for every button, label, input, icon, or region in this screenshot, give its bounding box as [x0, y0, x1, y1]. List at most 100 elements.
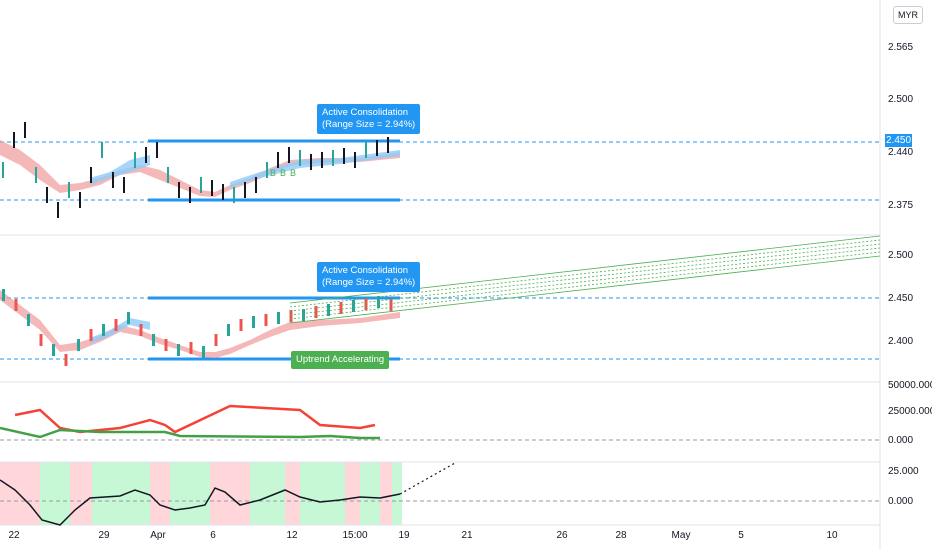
candle — [79, 192, 81, 208]
candle — [310, 154, 312, 170]
volume-label: 50000.000 — [888, 380, 932, 391]
currency-button[interactable]: MYR — [893, 6, 923, 24]
candle — [354, 152, 356, 168]
candle — [189, 187, 191, 203]
volume-label: 0.000 — [888, 435, 914, 446]
time-label: 26 — [556, 530, 568, 541]
buy-signal-label: B — [280, 168, 286, 178]
candle — [244, 182, 246, 198]
time-label: 15:00 — [342, 530, 368, 541]
candle — [90, 167, 92, 183]
oscillator-zone — [210, 462, 250, 525]
price-label: 2.500 — [888, 94, 914, 105]
trend-line — [289, 243, 881, 312]
buy-signal-label: B — [270, 168, 276, 178]
candle — [13, 132, 15, 148]
time-label: 12 — [286, 530, 298, 541]
oscillator-zone — [92, 462, 150, 525]
oscillator-zone — [380, 462, 392, 525]
candle — [2, 289, 5, 301]
candle — [114, 319, 118, 331]
price-label: 2.450 — [888, 293, 914, 304]
trend-line — [289, 247, 881, 316]
candle — [255, 177, 257, 193]
candle — [52, 344, 55, 356]
candle — [46, 187, 48, 203]
candle — [299, 150, 301, 166]
oscillator-zone — [360, 462, 380, 525]
time-label: 22 — [8, 530, 20, 541]
candle — [239, 319, 243, 331]
consolidation-callout-mid: Active Consolidation (Range Size = 2.94%… — [317, 262, 421, 292]
candle — [127, 312, 130, 324]
candle — [89, 329, 93, 341]
candle — [14, 299, 18, 311]
candle — [64, 354, 68, 366]
callout-line-2: (Range Size = 2.94%) — [322, 119, 416, 130]
time-label: 19 — [398, 530, 410, 541]
ribbon-band — [0, 290, 400, 358]
candle — [35, 167, 37, 183]
candle — [302, 309, 305, 321]
candle — [352, 300, 355, 312]
candle — [327, 304, 330, 316]
candle — [314, 306, 318, 318]
candle — [178, 182, 180, 198]
candle — [24, 122, 26, 138]
ribbon-band — [90, 318, 150, 344]
candle — [332, 150, 334, 166]
consolidation-callout-top: Active Consolidation (Range Size = 2.94%… — [317, 104, 421, 134]
oscillator-zone — [300, 462, 345, 525]
price-label: 2.400 — [888, 336, 914, 347]
price-label: 2.375 — [888, 200, 914, 211]
candle — [77, 339, 80, 351]
candle — [139, 324, 143, 336]
candle — [123, 177, 125, 193]
candle — [288, 147, 290, 163]
uptrend-callout: Uptrend Accelerating — [291, 351, 390, 369]
candle — [57, 202, 59, 218]
candle — [39, 334, 43, 346]
candle — [152, 334, 155, 346]
time-label: 6 — [210, 530, 216, 541]
ribbon-band — [0, 140, 400, 197]
oscillator-zone — [392, 462, 402, 525]
oscillator-zone — [250, 462, 285, 525]
oscillator-zone — [150, 462, 170, 525]
candle — [266, 162, 268, 178]
oscillator-label: 25.000 — [888, 466, 919, 477]
candle — [2, 162, 4, 178]
buy-signal-label: B — [290, 168, 296, 178]
callout-line-2: (Range Size = 2.94%) — [322, 277, 416, 288]
candle — [134, 152, 136, 168]
price-label: 2.500 — [888, 250, 914, 261]
candle — [68, 182, 70, 198]
oscillator-zone — [40, 462, 70, 525]
candle — [189, 342, 193, 354]
candle — [164, 339, 168, 351]
candle — [227, 324, 230, 336]
candle — [214, 334, 218, 346]
candle — [233, 187, 235, 203]
trend-line — [289, 255, 881, 324]
oscillator-zone — [70, 462, 92, 525]
oscillator-zone — [345, 462, 360, 525]
candle — [264, 314, 268, 326]
candle — [167, 167, 169, 183]
candle — [145, 147, 147, 163]
time-label: 21 — [461, 530, 473, 541]
volume-line-green — [0, 426, 380, 440]
time-label: 5 — [738, 530, 744, 541]
current-price-tag: 2.450 — [885, 134, 912, 147]
oscillator-zone — [0, 462, 40, 525]
candle — [102, 324, 105, 336]
candle — [277, 312, 280, 324]
candle — [277, 152, 279, 168]
price-label: 2.565 — [888, 42, 914, 53]
candle — [252, 316, 255, 328]
candle — [27, 314, 30, 326]
callout-line-1: Active Consolidation — [322, 265, 409, 276]
candle — [156, 142, 158, 158]
candle — [200, 177, 202, 193]
